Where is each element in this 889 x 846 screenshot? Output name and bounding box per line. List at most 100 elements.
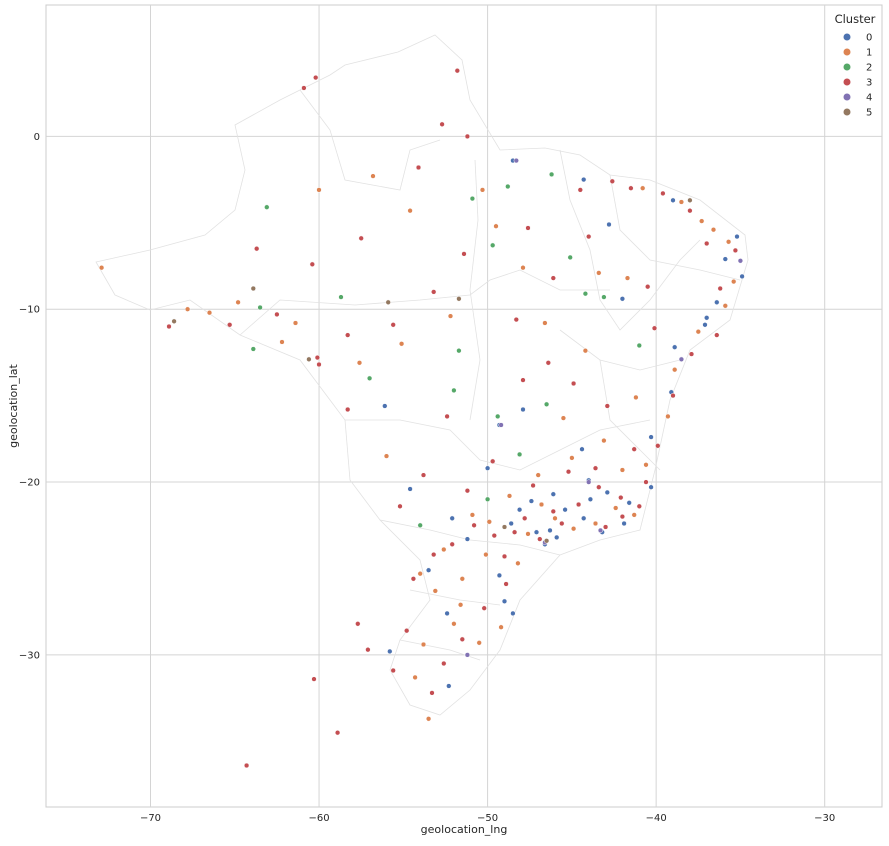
series-1 [98, 173, 737, 722]
data-point [490, 458, 496, 464]
data-point [732, 247, 739, 254]
data-point [355, 621, 361, 627]
data-point [366, 375, 373, 381]
data-point [606, 221, 612, 228]
data-point [543, 401, 550, 407]
data-point [613, 505, 619, 511]
data-point [264, 204, 270, 210]
data-point [559, 520, 565, 527]
data-point [476, 640, 482, 646]
data-point [449, 515, 455, 521]
data-point [619, 296, 626, 302]
data-point [717, 285, 723, 292]
data-point [581, 515, 587, 521]
data-point [274, 311, 280, 318]
legend-items: 0 1 2 3 4 5 [843, 33, 872, 119]
data-point [577, 187, 583, 193]
data-point [235, 299, 241, 305]
data-point [520, 406, 526, 413]
data-point [206, 310, 213, 316]
data-point [441, 660, 447, 667]
data-point [513, 316, 519, 323]
data-point [451, 387, 457, 394]
series-4 [464, 157, 744, 658]
data-point [309, 261, 315, 267]
x-axis-label: geolocation_lng [421, 823, 508, 836]
data-point [626, 500, 632, 506]
data-point [511, 529, 518, 535]
data-point [648, 434, 654, 440]
data-point [493, 223, 499, 229]
x-tick-label: −60 [308, 813, 329, 824]
data-point [454, 68, 460, 74]
data-point [457, 602, 464, 608]
data-point [550, 508, 556, 515]
data-point [628, 185, 634, 191]
data-point [570, 380, 577, 387]
data-point [688, 351, 695, 357]
data-point [425, 716, 432, 722]
data-point [446, 683, 452, 689]
data-point [358, 235, 364, 241]
data-point [313, 74, 319, 81]
state-border-south [379, 519, 561, 661]
data-point [604, 489, 610, 496]
data-point [316, 361, 322, 368]
data-point [365, 647, 371, 653]
data-point [533, 529, 540, 535]
legend-label: 1 [866, 48, 872, 59]
state-border-north [239, 269, 610, 336]
data-point [525, 531, 531, 537]
data-point [665, 413, 671, 420]
data-point [601, 294, 607, 300]
series-2 [250, 171, 642, 528]
data-point [481, 605, 487, 611]
data-point [513, 157, 519, 164]
legend-marker [843, 93, 851, 101]
scatter-points [98, 68, 745, 769]
data-point [618, 494, 624, 501]
data-point [471, 522, 477, 528]
state-border-roraima [299, 89, 441, 191]
data-point [412, 674, 418, 681]
data-point [535, 472, 541, 478]
data-point [496, 572, 503, 579]
data-point [645, 284, 651, 290]
data-point [601, 437, 607, 444]
data-point [420, 472, 427, 478]
data-point [520, 377, 526, 383]
data-point [334, 730, 341, 736]
data-point [582, 291, 589, 297]
data-point [579, 446, 585, 452]
data-point [501, 598, 508, 604]
data-point [425, 567, 432, 573]
state-border-amazonas-para [469, 159, 481, 421]
data-point [417, 571, 423, 577]
data-point [503, 581, 509, 587]
data-point [542, 320, 548, 326]
data-point [491, 532, 497, 539]
data-point [451, 621, 457, 627]
data-point [356, 360, 363, 366]
data-point [633, 394, 639, 401]
data-point [631, 446, 637, 452]
plot-area [45, 4, 883, 808]
legend-marker [843, 78, 851, 86]
data-point [410, 576, 417, 582]
data-point [314, 354, 321, 361]
data-point [528, 498, 535, 504]
data-point [651, 325, 658, 331]
legend: Cluster 0 1 2 3 4 5 [835, 12, 876, 119]
data-point [640, 185, 646, 191]
data-point [464, 536, 471, 542]
data-point [464, 652, 471, 658]
data-point [501, 524, 508, 530]
data-point [624, 275, 631, 281]
data-point [672, 367, 678, 373]
data-point [545, 360, 551, 366]
data-point [506, 493, 513, 499]
legend-marker [843, 63, 851, 71]
country-outline [95, 34, 749, 716]
data-point [731, 278, 737, 285]
data-point [581, 176, 587, 183]
